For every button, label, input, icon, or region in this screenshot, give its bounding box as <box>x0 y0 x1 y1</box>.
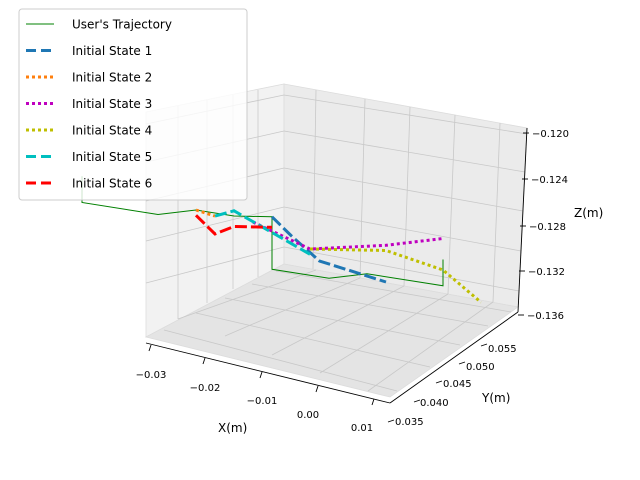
z-axis-line <box>517 127 528 313</box>
z-tick-label: −0.132 <box>528 267 565 278</box>
legend-items: User's Trajectory Initial State 1 Initial … <box>26 18 172 191</box>
z-tick-label: −0.136 <box>527 311 564 322</box>
legend-label: Initial State 1 <box>72 44 152 58</box>
tick-marks <box>148 132 529 423</box>
legend: User's Trajectory Initial State 1 Initial … <box>18 8 248 201</box>
legend-label: Initial State 4 <box>72 124 152 138</box>
axis-lines <box>145 127 528 404</box>
y-axis-line <box>389 311 519 404</box>
z-tick-label: −0.124 <box>531 175 568 186</box>
series-line-2 <box>270 215 387 284</box>
series-line-6 <box>214 209 311 256</box>
series-layer <box>81 176 482 304</box>
legend-label: Initial State 6 <box>72 177 152 191</box>
y-tick-labels: 0.035 0.040 0.045 0.050 0.055 <box>395 344 517 428</box>
series-line-5 <box>309 247 482 304</box>
z-tick-label: −0.120 <box>532 129 569 140</box>
y-axis-label: Y(m) <box>481 391 510 405</box>
x-tick-labels: −0.03 −0.02 −0.01 0.00 0.01 <box>136 370 373 434</box>
x-tick-label: −0.01 <box>247 396 278 407</box>
legend-label: Initial State 5 <box>72 150 152 164</box>
series-line-4 <box>252 220 444 251</box>
x-tick-label: 0.01 <box>351 423 373 434</box>
series-line-7 <box>194 214 273 236</box>
y-tick-label: 0.040 <box>420 398 449 409</box>
y-tick-label: 0.055 <box>488 344 517 355</box>
x-tick-label: 0.00 <box>297 410 319 421</box>
z-tick-labels: −0.120 −0.124 −0.128 −0.132 −0.136 <box>527 129 569 322</box>
legend-frame <box>18 8 248 201</box>
z-axis-label: Z(m) <box>574 206 603 220</box>
y-tick-label: 0.045 <box>443 379 472 390</box>
x-axis-label: X(m) <box>218 421 247 435</box>
legend-label: Initial State 3 <box>72 97 152 111</box>
y-tick-label: 0.035 <box>395 417 424 428</box>
z-tick-label: −0.128 <box>529 222 566 233</box>
x-tick-label: −0.02 <box>190 383 221 394</box>
y-tick-label: 0.050 <box>466 362 495 373</box>
legend-label: Initial State 2 <box>72 71 152 85</box>
x-axis-line <box>145 342 391 404</box>
x-tick-label: −0.03 <box>136 370 167 381</box>
legend-label: User's Trajectory <box>72 18 172 32</box>
